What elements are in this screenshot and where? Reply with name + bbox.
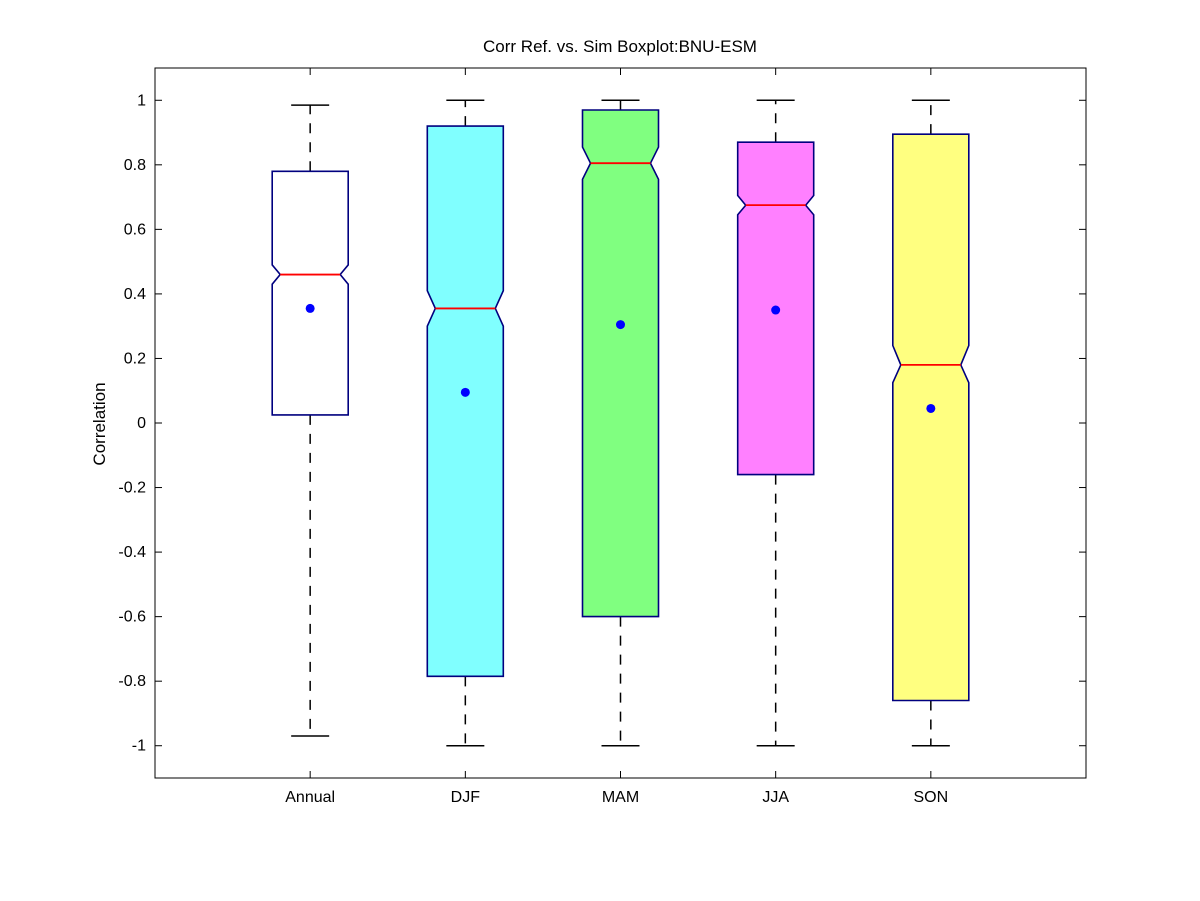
box-group-jja	[736, 99, 815, 747]
box-body	[581, 109, 660, 618]
y-tick-label: 0.6	[124, 221, 146, 238]
y-tick-label: -0.8	[118, 673, 146, 690]
box-body	[891, 133, 970, 702]
y-tick-label: -0.4	[118, 544, 146, 561]
y-tick-label: 0	[137, 415, 146, 432]
y-tick-label: -1	[132, 738, 146, 755]
mean-marker	[616, 320, 625, 330]
y-axis-title: Correlation	[90, 382, 109, 465]
y-tick-label: 0.2	[124, 350, 146, 367]
y-tick-label: 0.4	[124, 286, 146, 303]
x-tick-label: JJA	[762, 789, 789, 806]
mean-marker	[771, 305, 781, 315]
y-tick-label: -0.2	[118, 480, 146, 497]
chart-title: Corr Ref. vs. Sim Boxplot:BNU-ESM	[483, 37, 757, 56]
box-body	[426, 125, 505, 678]
x-tick-label: Annual	[285, 789, 335, 806]
box-group-djf	[426, 99, 505, 747]
box-body	[271, 170, 350, 416]
mean-marker	[305, 303, 315, 313]
y-tick-label: 0.8	[124, 157, 146, 174]
marks-layer	[271, 99, 970, 747]
y-tick-label: -0.6	[118, 609, 146, 626]
mean-marker	[926, 403, 936, 413]
x-tick-label: SON	[913, 789, 948, 806]
x-tick-label: MAM	[602, 789, 639, 806]
box-group-son	[891, 99, 970, 747]
box-group-annual	[271, 104, 350, 737]
x-tick-label: DJF	[451, 789, 481, 806]
axes-layer: 1 0.8 0.6 0.4 0.2 0 -0.2 -0.4 -0.6 -0.8 -1 Annual DJ…	[118, 67, 1087, 806]
box-group-mam	[581, 99, 660, 747]
mean-marker	[460, 387, 470, 397]
y-tick-label: 1	[137, 92, 146, 109]
